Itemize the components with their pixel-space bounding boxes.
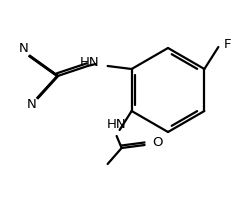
Text: HN: HN xyxy=(107,118,126,131)
Text: O: O xyxy=(153,136,163,150)
Text: HN: HN xyxy=(80,57,100,69)
Text: F: F xyxy=(223,37,231,51)
Text: N: N xyxy=(27,99,37,111)
Text: N: N xyxy=(19,42,29,55)
